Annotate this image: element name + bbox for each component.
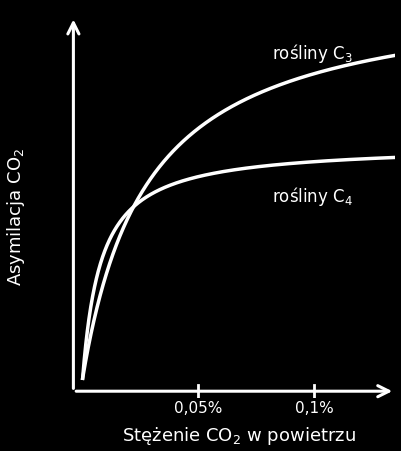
- Text: 0,1%: 0,1%: [294, 401, 332, 416]
- Text: 0,05%: 0,05%: [174, 401, 222, 416]
- Text: Stężenie CO$_2$ w powietrzu: Stężenie CO$_2$ w powietrzu: [122, 425, 355, 447]
- Text: rośliny C$_3$: rośliny C$_3$: [272, 42, 352, 65]
- Text: rośliny C$_4$: rośliny C$_4$: [272, 184, 352, 207]
- Text: Asymilacja CO$_2$: Asymilacja CO$_2$: [4, 148, 26, 286]
